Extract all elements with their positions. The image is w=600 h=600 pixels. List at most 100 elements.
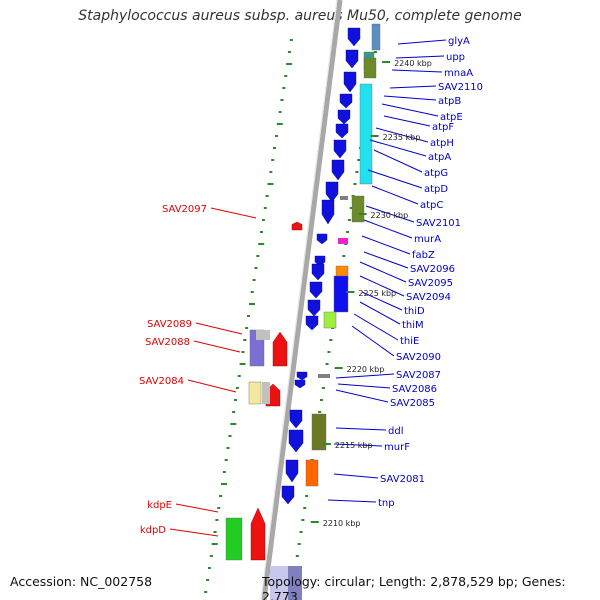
leader-line — [353, 313, 399, 341]
kbp-tick-label: 2215 kbp — [335, 441, 373, 450]
gene-label-kdpE: kdpE — [147, 500, 172, 511]
gene-label-murA: murA — [414, 234, 441, 245]
cog-box — [340, 196, 348, 200]
leader-line — [375, 127, 429, 143]
gene-label-SAV2110: SAV2110 — [438, 82, 483, 93]
leader-line — [361, 235, 411, 255]
gene-label-tnp: tnp — [378, 498, 395, 509]
gene-label-SAV2101: SAV2101 — [416, 218, 461, 229]
cog-box — [288, 566, 302, 600]
gene-label-atpD: atpD — [424, 184, 448, 195]
leader-line — [371, 185, 419, 205]
cog-box — [351, 195, 365, 223]
leader-line — [363, 251, 409, 269]
gc-skew-ticks — [204, 39, 379, 593]
gene-arrow — [343, 71, 357, 93]
gene-label-SAV2089: SAV2089 — [147, 319, 192, 330]
leader-line — [395, 55, 445, 59]
gene-arrow — [291, 221, 303, 231]
kbp-tick-label: 2230 kbp — [371, 211, 409, 220]
leader-line — [193, 340, 241, 353]
gene-arrow — [321, 199, 335, 225]
backbone-highlight — [260, 0, 338, 600]
gene-label-SAV2095: SAV2095 — [408, 278, 453, 289]
leader-line — [391, 69, 443, 73]
cog-box — [333, 275, 349, 313]
leader-line — [359, 275, 405, 297]
topology-label: Topology: circular; Length: 2,878,529 bp… — [262, 574, 566, 600]
leader-line — [373, 149, 423, 173]
leader-line — [359, 261, 407, 283]
gene-arrow — [309, 281, 323, 299]
leader-line — [335, 389, 389, 403]
gene-label-ddl: ddl — [388, 426, 403, 437]
leader-line — [369, 139, 427, 157]
gene-label-glyA: glyA — [448, 36, 470, 47]
cog-box — [225, 517, 243, 561]
gene-arrow — [347, 27, 361, 47]
gene-label-kdpD: kdpD — [140, 525, 166, 536]
leader-line — [175, 503, 219, 513]
cog-box — [338, 238, 348, 244]
gene-arrow — [272, 331, 288, 367]
gene-label-SAV2086: SAV2086 — [392, 384, 437, 395]
gene-arrow — [325, 181, 339, 203]
cog-box — [270, 566, 288, 600]
gene-label-fabZ: fabZ — [412, 250, 435, 261]
leader-line — [383, 95, 437, 101]
gene-label-atpE: atpE — [440, 112, 463, 123]
leader-line — [359, 301, 401, 325]
gene-label-SAV2085: SAV2085 — [390, 398, 435, 409]
gene-label-atpF: atpF — [432, 122, 454, 133]
label-leaders — [169, 39, 447, 537]
leader-line — [383, 115, 431, 127]
gene-arrow — [316, 233, 328, 245]
gene-label-SAV2081: SAV2081 — [380, 474, 425, 485]
gene-label-SAV2088: SAV2088 — [145, 337, 190, 348]
gene-label-atpA: atpA — [428, 152, 451, 163]
gene-label-SAV2094: SAV2094 — [406, 292, 451, 303]
gene-arrow — [335, 123, 349, 139]
accession-label: Accession: NC_002758 — [10, 574, 153, 589]
kbp-tick-label: 2210 kbp — [323, 519, 361, 528]
gene-arrows — [250, 27, 361, 561]
gene-label-atpC: atpC — [420, 200, 443, 211]
leader-line — [363, 219, 413, 239]
leader-line — [361, 291, 403, 311]
gene-arrow — [250, 507, 266, 561]
gene-arrow — [262, 382, 270, 404]
cog-box — [318, 374, 330, 378]
gene-arrow — [305, 315, 319, 331]
gene-label-SAV2096: SAV2096 — [410, 264, 455, 275]
gene-arrow — [307, 299, 321, 317]
leader-line — [381, 103, 439, 117]
gene-arrow — [311, 263, 325, 281]
leader-line — [210, 207, 257, 219]
gene-label-mnaA: mnaA — [444, 68, 473, 79]
gene-label-murF: murF — [384, 442, 410, 453]
gene-arrow — [345, 49, 359, 69]
kbp-tick-label: 2240 kbp — [394, 59, 432, 68]
cog-box — [359, 83, 373, 185]
leader-line — [195, 322, 243, 335]
map-title: Staphylococcus aureus subsp. aureus Mu50… — [78, 8, 522, 24]
gene-arrow — [256, 330, 270, 340]
leader-line — [187, 379, 237, 393]
gene-label-thiM: thiM — [402, 320, 424, 331]
gene-arrow — [296, 371, 308, 381]
leader-line — [333, 473, 379, 479]
kbp-ticks: 2240 kbp 2235 kbp 2230 kbp 2225 kbp 2220 kbp… — [310, 59, 432, 528]
leader-line — [335, 427, 387, 431]
cog-box — [311, 413, 327, 451]
gene-label-SAV2087: SAV2087 — [396, 370, 441, 381]
cog-box — [305, 459, 319, 487]
gene-label-thiE: thiE — [400, 336, 419, 347]
gene-arrow — [285, 459, 299, 483]
kbp-tick-label: 2235 kbp — [383, 133, 421, 142]
gene-arrow — [294, 379, 306, 389]
leader-line — [169, 528, 219, 537]
backbone — [260, 0, 343, 600]
leader-line — [337, 383, 391, 389]
kbp-tick-label: 2225 kbp — [358, 289, 396, 298]
